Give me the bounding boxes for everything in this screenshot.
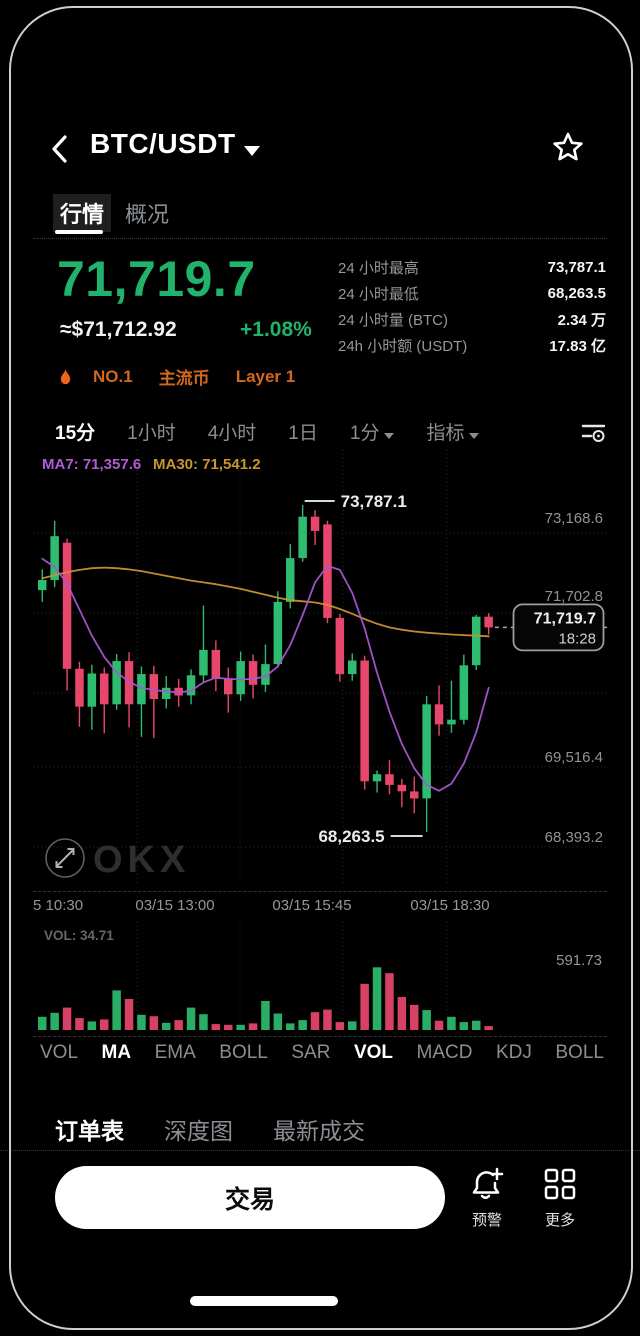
indicator-tab-sar[interactable]: SAR (291, 1042, 331, 1063)
stat-row: 24h 小时额 (USDT) 17.83 亿 (338, 332, 606, 358)
indicator-tab-vol2[interactable]: VOL (353, 1042, 394, 1063)
y-axis-label: 69,516.4 (545, 749, 603, 766)
chart-annotations: 73,787.1 68,263.5 71,719.7 18:28 (304, 492, 607, 846)
volume-bars (38, 967, 493, 1030)
tab-order-book[interactable]: 订单表 (55, 1118, 124, 1144)
indicator-dropdown[interactable]: 指标 (426, 418, 480, 445)
timeframe-bar: 15分 1小时 4小时 1日 1分 指标 (55, 418, 607, 445)
pair-title[interactable]: BTC/USDT (90, 128, 236, 159)
stat-label: 24 小时量 (BTC) (338, 311, 449, 329)
chevron-down-icon (469, 433, 480, 439)
timeframe-15m[interactable]: 15分 (55, 423, 96, 444)
stat-value: 17.83 亿 (549, 337, 606, 355)
y-axis-label: 71,702.8 (545, 588, 603, 605)
moving-averages (41, 557, 490, 792)
stat-value: 68,263.5 (547, 284, 606, 302)
timeframe-1h[interactable]: 1小时 (127, 423, 176, 444)
x-axis-label: 03/15 18:30 (410, 897, 490, 914)
indicator-tab-ma[interactable]: MA (101, 1042, 132, 1063)
fullscreen-expand-icon[interactable] (45, 838, 85, 878)
more-label: 更多 (544, 1212, 575, 1229)
more-button[interactable]: 更多 (528, 1166, 592, 1230)
x-axis-label: 03/15 15:45 (272, 897, 352, 914)
stat-value: 73,787.1 (547, 258, 606, 276)
chevron-down-icon (384, 433, 395, 439)
interval-dropdown[interactable]: 1分 (350, 418, 395, 445)
alert-label: 预警 (471, 1212, 502, 1229)
stat-row: 24 小时量 (BTC) 2.34 万 (338, 306, 606, 332)
tab-quotes[interactable]: 行情 (53, 194, 112, 232)
grid-more-icon (544, 1168, 576, 1200)
bell-plus-icon (472, 1167, 504, 1199)
svg-text:18:28: 18:28 (558, 630, 596, 647)
indicator-tab-boll[interactable]: BOLL (219, 1042, 268, 1063)
timeframe-4h[interactable]: 4小时 (207, 423, 257, 444)
indicator-tab-boll2[interactable]: BOLL (555, 1042, 604, 1063)
pair-dropdown-caret-icon[interactable] (244, 146, 260, 156)
stat-label: 24h 小时额 (USDT) (338, 337, 468, 355)
flame-icon (60, 368, 71, 384)
indicator-tab-bar: VOL MA EMA BOLL SAR VOL MACD KDJ BOLL (40, 1042, 604, 1064)
footer-divider (0, 1150, 640, 1151)
change-percent: +1.08% (240, 318, 312, 341)
stats-panel: 24 小时最高 73,787.1 24 小时最低 68,263.5 24 小时量 (… (338, 254, 606, 358)
indicator-tab-ema[interactable]: EMA (154, 1042, 196, 1063)
fiat-value: ≈$71,712.92 (60, 318, 177, 341)
okx-watermark: OKX (93, 839, 190, 881)
order-tab-bar: 订单表 深度图 最新成交 (55, 1112, 365, 1146)
home-indicator[interactable] (190, 1296, 338, 1306)
svg-text:73,787.1: 73,787.1 (341, 492, 407, 511)
x-axis-labels: 5 10:30 03/15 13:00 03/15 15:45 03/15 18… (33, 897, 607, 915)
ma30-legend: MA30: 71,541.2 (153, 456, 261, 473)
price-alert-button[interactable]: 预警 (455, 1166, 519, 1230)
chart-gridlines (33, 450, 607, 886)
indicator-tab-vol[interactable]: VOL (40, 1042, 79, 1063)
stat-label: 24 小时最高 (338, 259, 419, 277)
tab-overview[interactable]: 概况 (125, 202, 170, 227)
ma7-legend: MA7: 71,357.6 (42, 456, 141, 473)
timeframe-1d[interactable]: 1日 (288, 423, 318, 444)
svg-text:68,263.5: 68,263.5 (318, 827, 384, 846)
last-price: 71,719.7 (57, 251, 256, 307)
rank-badge: NO.1 (93, 366, 133, 386)
y-axis-label: 73,168.6 (545, 510, 603, 527)
chart-settings-icon[interactable] (581, 422, 607, 442)
volume-value-label: VOL: 34.71 (44, 928, 114, 943)
tab-depth-chart[interactable]: 深度图 (164, 1118, 233, 1144)
volume-divider (33, 1036, 607, 1037)
category-badge: 主流币 (158, 369, 210, 388)
favorite-star-icon[interactable] (551, 131, 585, 165)
svg-text:71,719.7: 71,719.7 (534, 610, 596, 627)
candlestick-chart[interactable]: MA7: 71,357.6 MA30: 71,541.2 73,168.6 71… (33, 450, 607, 898)
active-tab-underline (55, 230, 103, 234)
trade-button[interactable]: 交易 (55, 1166, 445, 1229)
stat-value: 2.34 万 (557, 311, 606, 329)
volume-axis-max: 591.73 (556, 952, 602, 969)
volume-chart[interactable]: VOL: 34.71 591.73 (33, 922, 607, 1034)
stat-row: 24 小时最低 68,263.5 (338, 280, 606, 306)
tab-latest-trades[interactable]: 最新成交 (273, 1118, 365, 1144)
category-badge: Layer 1 (235, 366, 296, 386)
back-icon[interactable] (50, 134, 70, 164)
chart-divider (33, 891, 607, 892)
stat-row: 24 小时最高 73,787.1 (338, 254, 606, 280)
indicator-tab-kdj[interactable]: KDJ (495, 1042, 532, 1063)
header-divider (33, 238, 607, 239)
x-axis-label: 5 10:30 (33, 897, 84, 914)
badge-row[interactable]: NO.1 主流币 Layer 1 (58, 364, 295, 389)
x-axis-label: 03/15 13:00 (135, 897, 215, 914)
indicator-tab-macd[interactable]: MACD (416, 1042, 473, 1063)
y-axis-label: 68,393.2 (545, 829, 603, 846)
stat-label: 24 小时最低 (338, 285, 419, 303)
